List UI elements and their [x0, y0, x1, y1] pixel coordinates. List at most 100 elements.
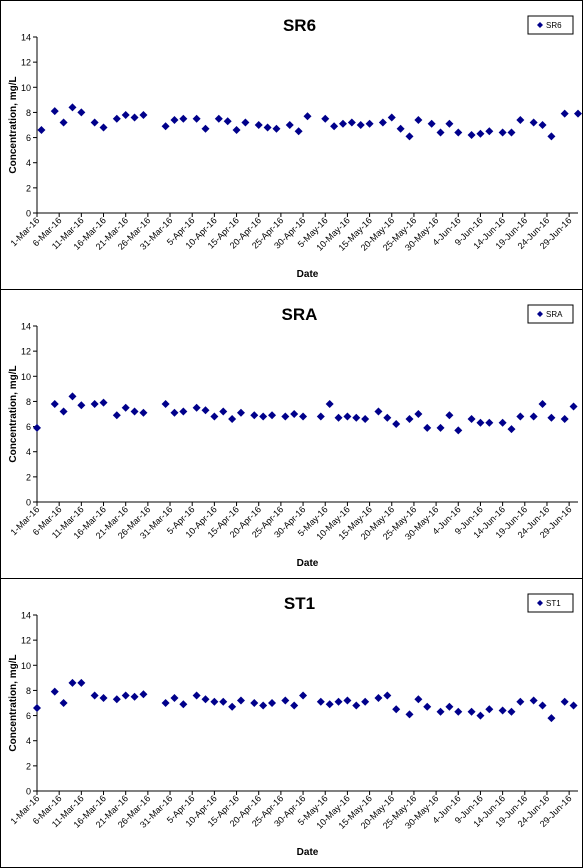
y-tick-label: 4 — [26, 158, 31, 168]
data-point — [405, 710, 414, 719]
data-point — [228, 415, 237, 424]
y-tick-label: 6 — [26, 422, 31, 432]
data-point — [529, 412, 538, 421]
data-point — [387, 113, 396, 122]
data-point — [569, 402, 578, 411]
data-point — [37, 126, 46, 135]
data-point — [50, 399, 59, 408]
data-point — [77, 678, 86, 687]
series-st1 — [33, 678, 578, 723]
data-point — [68, 678, 77, 687]
data-point — [414, 695, 423, 704]
data-point — [454, 707, 463, 716]
data-point — [201, 406, 210, 415]
data-point — [352, 701, 361, 710]
data-point — [130, 692, 139, 701]
data-point — [423, 702, 432, 711]
data-point — [121, 403, 130, 412]
data-point — [423, 423, 432, 432]
data-point — [361, 415, 370, 424]
data-point — [392, 420, 401, 429]
data-point — [316, 697, 325, 706]
data-point — [538, 399, 547, 408]
chart-svg: SRA024681012141-Mar-166-Mar-1611-Mar-161… — [8, 304, 578, 569]
y-tick-label: 6 — [26, 711, 31, 721]
data-point — [90, 399, 99, 408]
data-point — [99, 398, 108, 407]
data-point — [427, 119, 436, 128]
data-point — [290, 410, 299, 418]
data-point — [161, 699, 170, 707]
y-tick-label: 2 — [26, 472, 31, 482]
data-point — [516, 697, 525, 706]
data-point — [436, 423, 445, 432]
x-axis-label: Date — [297, 847, 319, 858]
chart-panel-sra: SRA 0 2 4 6 8 10 12 14 1-Mar-16 6-Mar-16 11-Mar-16 1… — [0, 289, 583, 579]
data-point — [316, 412, 325, 421]
data-point — [396, 124, 405, 133]
data-point — [485, 705, 494, 714]
series-sr6 — [37, 103, 582, 141]
data-point — [214, 114, 223, 123]
data-point — [338, 119, 347, 128]
y-tick-label: 10 — [21, 661, 31, 671]
y-tick-label: 0 — [26, 498, 31, 508]
data-point — [77, 108, 86, 117]
data-point — [467, 131, 476, 140]
data-point — [59, 699, 68, 707]
data-point — [170, 693, 179, 702]
data-point — [547, 714, 556, 723]
data-point — [405, 132, 414, 141]
data-point — [33, 704, 41, 713]
data-point — [303, 112, 312, 121]
data-point — [445, 411, 454, 420]
data-point — [250, 699, 259, 707]
data-point — [161, 122, 170, 131]
data-point — [210, 697, 219, 706]
data-point — [90, 691, 99, 700]
data-point — [352, 413, 361, 422]
data-point — [374, 693, 383, 702]
data-point — [343, 412, 352, 421]
data-point — [112, 695, 121, 704]
data-point — [139, 110, 148, 119]
data-point — [139, 690, 148, 699]
data-point — [121, 691, 130, 700]
data-point — [325, 700, 334, 709]
data-point — [476, 418, 485, 427]
data-point — [334, 697, 343, 706]
data-point — [374, 407, 383, 416]
data-point — [330, 122, 339, 131]
data-point — [454, 426, 463, 435]
data-point — [547, 413, 556, 422]
chart-title: SRA — [282, 305, 318, 324]
chart-title: SR6 — [283, 16, 316, 35]
data-point — [299, 691, 308, 700]
series-sra — [33, 392, 578, 435]
data-point — [485, 127, 494, 136]
data-point — [179, 700, 188, 709]
data-point — [392, 705, 401, 714]
y-tick-label: 0 — [26, 209, 31, 219]
data-point — [325, 399, 334, 408]
data-point — [254, 121, 263, 129]
data-point — [414, 115, 423, 124]
data-point — [281, 696, 290, 705]
data-point — [121, 110, 130, 119]
data-point — [507, 128, 516, 137]
data-point — [232, 126, 241, 135]
y-axis-label: Concentration, mg/L — [8, 365, 19, 462]
data-point — [250, 411, 259, 420]
data-point — [436, 707, 445, 716]
data-point — [192, 691, 201, 700]
data-point — [263, 123, 272, 132]
legend-box — [527, 304, 574, 324]
y-tick-label: 4 — [26, 736, 31, 746]
data-point — [210, 412, 219, 421]
data-point — [294, 127, 303, 136]
legend: ST1 — [527, 593, 574, 613]
y-tick-label: 10 — [21, 372, 31, 382]
x-axis-label: Date — [297, 558, 319, 569]
data-point — [365, 119, 374, 128]
data-point — [130, 113, 139, 122]
